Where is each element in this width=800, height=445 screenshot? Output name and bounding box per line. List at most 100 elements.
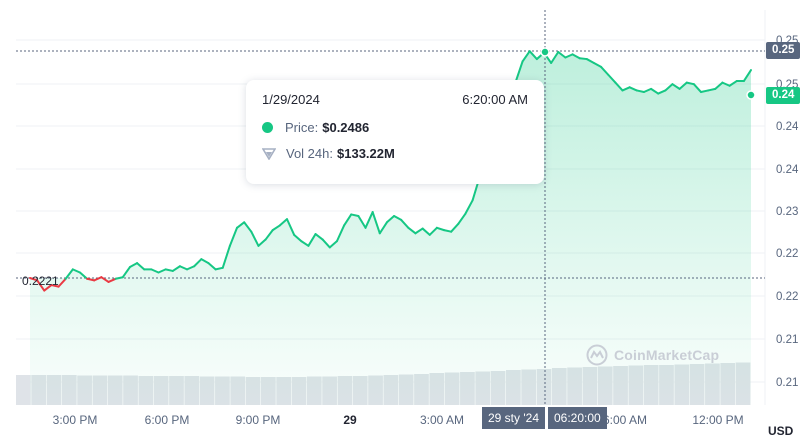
- price-line-segment: [71, 268, 81, 274]
- price-line-segment: [221, 244, 231, 269]
- price-line-segment: [578, 57, 588, 61]
- tooltip-date: 1/29/2024: [262, 92, 320, 107]
- price-line-segment: [435, 226, 446, 232]
- price-line-segment: [571, 53, 581, 60]
- x-tick-label: 3:00 AM: [420, 413, 464, 427]
- price-line-segment: [100, 276, 110, 283]
- price-line-segment: [635, 89, 645, 94]
- price-line-segment: [443, 229, 453, 233]
- x-tick-label: 3:00 PM: [53, 413, 98, 427]
- x-tick-label: 6:00 PM: [145, 413, 190, 427]
- price-line-segment: [243, 221, 253, 233]
- price-line-segment: [128, 262, 139, 269]
- x-tick-label: 6:00 AM: [603, 413, 647, 427]
- price-line-segment: [521, 50, 531, 63]
- price-line-segment: [136, 262, 146, 271]
- x-axis-ticks: 3:00 PM 6:00 PM 9:00 PM 29 3:00 AM 6:00 AM 12:…: [53, 413, 744, 427]
- price-line-segment: [257, 238, 267, 247]
- tooltip-volume-label: Vol 24h:: [286, 146, 333, 161]
- price-line-segment: [664, 83, 674, 92]
- price-line-segment: [214, 266, 224, 271]
- current-price-badge: 0.24: [766, 87, 800, 104]
- price-line-segment: [650, 87, 660, 95]
- hover-point[interactable]: [540, 47, 550, 57]
- y-tick-label: 0.24: [776, 121, 799, 133]
- price-line-segment: [328, 240, 338, 249]
- price-line-segment: [628, 86, 638, 92]
- price-line-segment: [307, 233, 317, 247]
- price-line-segment: [657, 89, 667, 95]
- x-tick-label: 9:00 PM: [236, 413, 281, 427]
- price-line-segment: [678, 81, 688, 90]
- price-line-segment: [207, 262, 217, 271]
- last-price-point: [746, 90, 756, 100]
- price-line-segment: [585, 58, 595, 64]
- price-line-segment: [193, 258, 203, 268]
- price-line-segment: [57, 277, 67, 288]
- tooltip-volume-row: Vol 24h: $133.22M: [262, 146, 395, 161]
- price-line-segment: [414, 227, 424, 235]
- tooltip-price-row: Price: $0.2486: [262, 120, 369, 135]
- price-line-segment: [514, 60, 524, 84]
- price-line-segment: [271, 224, 281, 232]
- coinmarketcap-logo-icon: [586, 344, 608, 366]
- watermark: CoinMarketCap: [586, 344, 719, 366]
- y-tick-label: 0.24: [776, 164, 799, 176]
- price-line-segment: [550, 51, 560, 64]
- price-line-segment: [278, 218, 288, 227]
- price-line-segment: [428, 226, 438, 236]
- price-line-segment: [714, 81, 724, 90]
- x-tick-label: 12:00 PM: [692, 413, 743, 427]
- price-line-segment: [164, 268, 174, 272]
- price-line-segment: [685, 81, 695, 86]
- price-dot-icon: [262, 122, 273, 133]
- price-line-segment: [150, 268, 160, 274]
- price-line-segment: [707, 87, 717, 92]
- price-line-segment: [157, 268, 167, 274]
- price-line-segment: [86, 277, 96, 282]
- price-line-segment: [621, 86, 631, 92]
- volume-icon: [262, 147, 276, 160]
- price-line-segment: [721, 81, 731, 87]
- price-line-segment: [314, 233, 324, 241]
- price-line-segment: [450, 222, 460, 233]
- price-line-segment: [642, 87, 653, 94]
- price-line-segment: [742, 69, 752, 83]
- price-line-segment: [528, 50, 538, 61]
- tooltip-price-label: Price:: [285, 120, 319, 135]
- price-line-segment: [464, 199, 474, 215]
- y-tick-label: 0.23: [776, 206, 798, 218]
- price-line-segment: [364, 211, 374, 229]
- y-tick-label: 0.22: [776, 291, 798, 303]
- price-line-segment: [200, 258, 210, 265]
- price-line-segment: [600, 65, 610, 76]
- price-line-segment: [407, 226, 417, 235]
- price-line-segment: [50, 284, 60, 288]
- price-line-segment: [400, 218, 410, 229]
- price-line-segment: [557, 51, 567, 59]
- price-line-segment: [393, 215, 403, 221]
- price-line-segment: [228, 226, 239, 247]
- watermark-text: CoinMarketCap: [614, 347, 720, 363]
- tooltip-volume-value: $133.22M: [337, 146, 395, 161]
- price-line-segment: [236, 221, 246, 229]
- price-line-segment: [36, 279, 46, 292]
- crosshair-time-badge: 06:20:00: [548, 407, 607, 429]
- price-line-segment: [335, 224, 346, 243]
- price-line-segment: [421, 227, 431, 236]
- price-line-segment: [114, 276, 124, 280]
- price-line-segment: [264, 229, 274, 241]
- price-line-segment: [300, 240, 310, 247]
- price-line-segment: [592, 61, 603, 68]
- price-line-segment: [614, 81, 624, 92]
- y-tick-label: 0.21: [776, 377, 798, 389]
- price-line-segment: [43, 284, 53, 292]
- price-line-segment: [343, 213, 353, 227]
- y-tick-label: 0.22: [776, 248, 798, 260]
- price-line-segment: [350, 213, 360, 218]
- price-line-segment: [64, 268, 74, 280]
- x-tick-label: 29: [343, 413, 357, 427]
- chart-tooltip: 1/29/2024 6:20:00 AM Price: $0.2486 Vol …: [246, 80, 544, 184]
- price-line-segment: [321, 238, 331, 249]
